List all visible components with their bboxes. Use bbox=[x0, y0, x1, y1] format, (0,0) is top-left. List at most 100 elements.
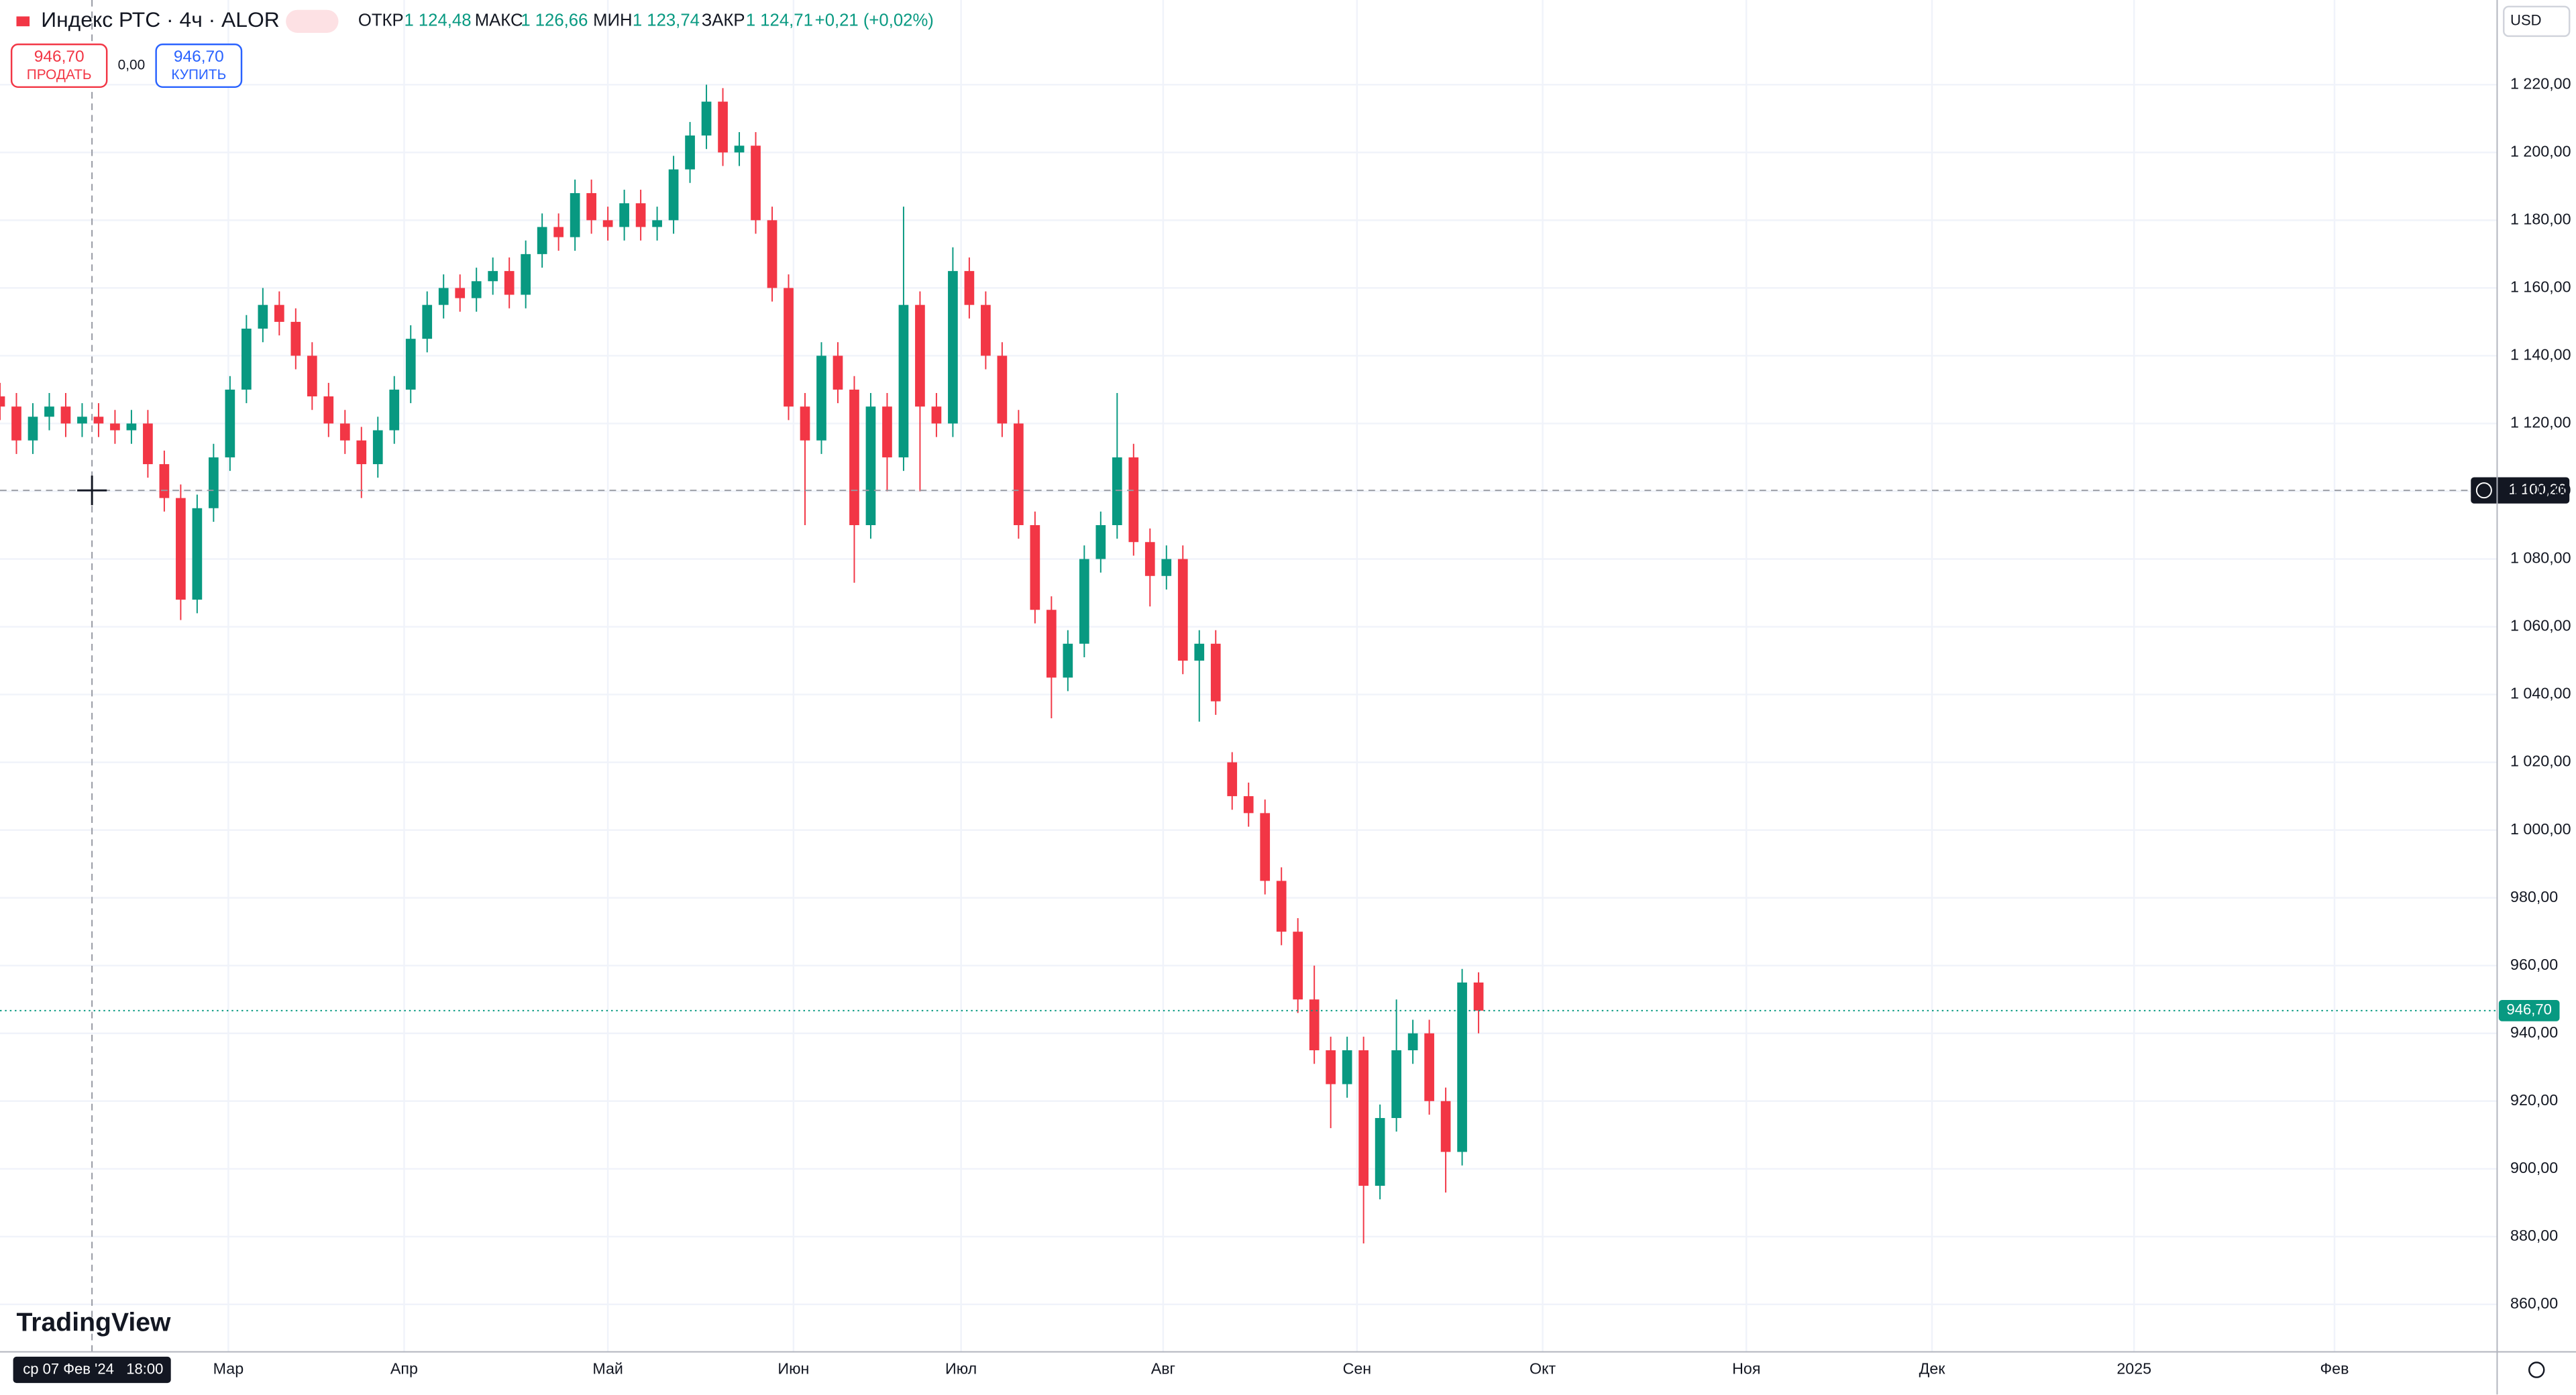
y-tick-label: 900,00 bbox=[2510, 1159, 2558, 1176]
candle-body bbox=[635, 203, 646, 227]
candle-body bbox=[849, 389, 859, 525]
candle-body bbox=[1014, 423, 1024, 525]
crosshair-price-badge bbox=[2471, 477, 2570, 504]
x-tick-label: Июл bbox=[945, 1360, 977, 1378]
candle-body bbox=[1358, 1050, 1368, 1186]
y-tick-label: 880,00 bbox=[2510, 1227, 2558, 1244]
candle-body bbox=[865, 406, 876, 525]
candle-body bbox=[1407, 1033, 1418, 1050]
candle-body bbox=[718, 101, 728, 153]
add-alert-icon bbox=[2475, 482, 2492, 499]
x-tick-label: 2025 bbox=[2116, 1360, 2151, 1378]
candle-body bbox=[602, 220, 613, 227]
sell-price: 946,70 bbox=[34, 48, 85, 66]
buy-button[interactable] bbox=[155, 43, 243, 89]
y-tick-label: 940,00 bbox=[2510, 1023, 2558, 1041]
candle-body bbox=[209, 457, 219, 508]
currency-select[interactable] bbox=[2503, 5, 2571, 38]
candle-body bbox=[389, 389, 400, 431]
candle-body bbox=[1457, 982, 1467, 1152]
candle-body bbox=[1293, 932, 1303, 1000]
y-tick-label: 1 000,00 bbox=[2510, 820, 2571, 838]
candle-body bbox=[258, 304, 268, 329]
candle-body bbox=[455, 288, 466, 298]
candle-body bbox=[1095, 524, 1106, 559]
candle-body bbox=[537, 227, 547, 254]
candle-body bbox=[1194, 643, 1205, 661]
sell-button[interactable] bbox=[10, 43, 108, 89]
candle-body bbox=[488, 271, 498, 282]
candle-body bbox=[734, 146, 745, 153]
candle-body bbox=[816, 355, 826, 441]
y-tick-label: 1 060,00 bbox=[2510, 617, 2571, 634]
x-tick-label: Дек bbox=[1919, 1360, 1946, 1378]
candle-body bbox=[553, 227, 564, 237]
candle-body bbox=[784, 288, 794, 407]
y-tick-label: 1 120,00 bbox=[2510, 414, 2571, 431]
currency: USD bbox=[2510, 12, 2542, 29]
candle-body bbox=[110, 423, 120, 431]
candle-body bbox=[274, 304, 284, 322]
y-tick-label: 960,00 bbox=[2510, 956, 2558, 973]
y-tick-label: 980,00 bbox=[2510, 888, 2558, 905]
candle-body bbox=[898, 304, 909, 457]
crosshair-price-label: 1 100,26 bbox=[2509, 481, 2567, 498]
logo: TradingView bbox=[16, 1308, 171, 1337]
x-tick-label: Фев bbox=[2320, 1360, 2349, 1378]
x-tick-label: Май bbox=[592, 1360, 623, 1378]
y-tick-label: 1 200,00 bbox=[2510, 142, 2571, 160]
candle-body bbox=[405, 339, 416, 390]
candle-body bbox=[964, 271, 975, 305]
x-tick-label: Июн bbox=[777, 1360, 809, 1378]
candle-body bbox=[225, 389, 235, 457]
candle-body bbox=[11, 406, 21, 441]
crosshair-time-badge bbox=[13, 1356, 171, 1384]
candle-body bbox=[1375, 1118, 1385, 1186]
candle-body bbox=[1079, 559, 1089, 644]
y-tick-label: 920,00 bbox=[2510, 1091, 2558, 1109]
candle-body bbox=[1391, 1050, 1401, 1119]
candle-body bbox=[422, 304, 433, 339]
candle-body bbox=[1227, 762, 1238, 797]
candle-body bbox=[60, 406, 71, 424]
candle-body bbox=[176, 498, 186, 600]
candle-body bbox=[1161, 559, 1172, 576]
x-tick-label: Сен bbox=[1343, 1360, 1372, 1378]
y-tick-label: 1 100,00 bbox=[2510, 482, 2571, 499]
candle-body bbox=[981, 304, 991, 356]
candle-body bbox=[668, 169, 679, 221]
candle-body bbox=[1440, 1101, 1451, 1152]
candle-body bbox=[1046, 610, 1057, 678]
candle-body bbox=[751, 146, 761, 221]
indicator-toggle[interactable] bbox=[286, 9, 339, 33]
ohlc-label: МИН bbox=[593, 11, 632, 30]
candle-body bbox=[882, 406, 892, 457]
y-tick-label: 1 140,00 bbox=[2510, 346, 2571, 364]
candle-body bbox=[471, 281, 482, 298]
settings-icon[interactable] bbox=[2528, 1361, 2545, 1378]
candle-body bbox=[833, 355, 843, 390]
candle-body bbox=[438, 288, 449, 305]
candle-body bbox=[44, 406, 54, 417]
y-tick-label: 1 080,00 bbox=[2510, 549, 2571, 567]
candle-body bbox=[339, 423, 350, 441]
x-tick-label: Ноя bbox=[1732, 1360, 1760, 1378]
candle-body bbox=[1424, 1033, 1434, 1101]
candle-body bbox=[931, 406, 942, 424]
symbol-title: Индекс РТС · 4ч · ALOR bbox=[41, 7, 280, 32]
x-tick-label: Апр bbox=[390, 1360, 418, 1378]
candle-body bbox=[1260, 813, 1271, 881]
ohlc-value: 1 126,66 bbox=[521, 11, 588, 30]
candle-body bbox=[1144, 542, 1155, 576]
candle-body bbox=[1063, 643, 1073, 678]
y-tick-label: 1 040,00 bbox=[2510, 685, 2571, 702]
candle-body bbox=[93, 416, 104, 424]
candle-body bbox=[800, 406, 810, 441]
crosshair-cursor bbox=[77, 476, 107, 506]
candle-body bbox=[0, 396, 5, 407]
candle-body bbox=[701, 101, 712, 136]
candle-body bbox=[1177, 559, 1188, 661]
candle-body bbox=[1210, 643, 1221, 702]
crosshair-time-label: ср 07 Фев '24 18:00 bbox=[23, 1360, 163, 1377]
